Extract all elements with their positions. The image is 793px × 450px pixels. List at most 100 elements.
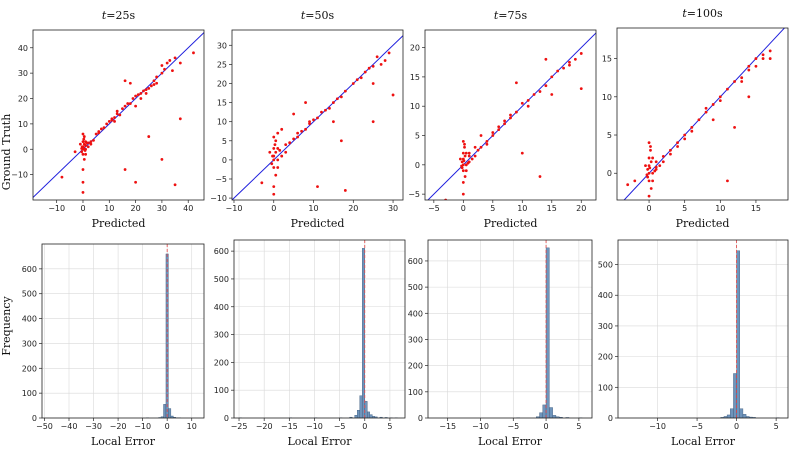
data-point: [296, 131, 300, 135]
y-tick-label: 300: [22, 339, 37, 348]
histogram-bar: [364, 401, 368, 418]
y-tick-label: 200: [22, 364, 37, 373]
data-point: [649, 160, 653, 164]
data-point: [509, 113, 512, 117]
x-tick-label: 30: [157, 204, 167, 213]
data-point: [461, 169, 465, 173]
data-point: [363, 70, 367, 74]
x-axis-label: Local Error: [671, 435, 736, 448]
data-point: [113, 116, 116, 119]
y-tick-label: 500: [408, 283, 423, 292]
data-point: [509, 116, 512, 120]
x-tick-label: 5: [576, 422, 581, 431]
panel-title: t=25s: [102, 9, 136, 22]
histogram-bar: [549, 407, 553, 418]
data-point: [514, 110, 518, 114]
data-point: [497, 125, 501, 129]
y-tick-label: 500: [598, 261, 613, 270]
data-point: [173, 183, 177, 187]
data-point: [107, 119, 111, 123]
data-point: [123, 168, 127, 171]
data-point: [461, 181, 465, 184]
data-point: [461, 139, 465, 143]
data-point: [139, 97, 143, 100]
x-tick-label: −5: [428, 204, 440, 213]
data-point: [538, 90, 542, 93]
plot-area: [33, 31, 204, 199]
x-tick-label: 10: [517, 204, 527, 213]
y-tick-label: 10: [217, 118, 227, 127]
x-tick-label: −30: [85, 422, 102, 431]
data-point: [160, 158, 164, 161]
y-tick-label: 400: [214, 303, 229, 312]
y-tick-label: 200: [408, 362, 423, 371]
data-point: [579, 52, 583, 55]
data-point: [82, 135, 86, 138]
data-point: [272, 158, 276, 162]
x-tick-label: −10: [306, 422, 323, 431]
histogram-bar: [163, 404, 167, 418]
data-point: [651, 156, 655, 160]
data-point: [276, 158, 280, 162]
x-tick-label: 20: [131, 204, 141, 213]
data-point: [651, 171, 655, 175]
data-point: [463, 142, 466, 146]
data-point: [272, 192, 276, 196]
x-tick-label: 0: [165, 422, 170, 431]
data-point: [288, 141, 292, 145]
x-tick-label: −10: [48, 204, 65, 213]
y-tick-label: 10: [602, 93, 612, 102]
data-point: [464, 163, 468, 167]
data-point: [485, 139, 489, 143]
data-point: [83, 149, 87, 152]
data-point: [544, 84, 548, 88]
data-point: [134, 94, 138, 98]
data-point: [669, 148, 672, 152]
data-point: [136, 93, 140, 97]
data-point: [152, 83, 156, 86]
data-point: [460, 164, 463, 168]
panel-title-value: =50s: [305, 9, 334, 22]
data-point: [78, 142, 82, 146]
data-point: [355, 78, 359, 82]
y-tick-label: 0: [415, 161, 420, 170]
data-point: [97, 131, 101, 135]
y-tick-label: 600: [214, 247, 229, 256]
data-point: [649, 145, 652, 148]
axes-frame: [32, 29, 205, 201]
plot-area: [427, 32, 596, 200]
data-point: [520, 151, 524, 155]
axes-frame: [231, 29, 404, 201]
histogram-bar: [739, 408, 744, 418]
data-point: [296, 135, 300, 139]
data-point: [644, 164, 647, 168]
y-tick-label: 400: [408, 309, 423, 318]
histogram-bar: [369, 414, 373, 418]
axes-frame: [233, 239, 406, 419]
data-point: [383, 59, 387, 62]
y-tick-label: 20: [410, 44, 420, 53]
y-tick-label: 5: [415, 132, 420, 141]
x-axis-label: Predicted: [291, 217, 345, 230]
data-point: [544, 57, 548, 61]
data-point: [272, 166, 276, 169]
x-tick-label: 0: [271, 204, 276, 213]
x-tick-label: 5: [490, 204, 495, 213]
axes-frame: [616, 27, 789, 201]
data-point: [387, 51, 391, 55]
data-point: [284, 143, 288, 147]
data-point: [272, 147, 276, 150]
x-tick-label: −15: [281, 422, 298, 431]
data-point: [704, 106, 708, 110]
panel-5: −50 −40 −30 −20 −10 0 100100200300400500600Loc…: [22, 243, 205, 448]
data-point: [754, 64, 758, 68]
data-point: [371, 64, 375, 68]
data-point: [81, 140, 85, 144]
y-tick-label: 300: [214, 331, 229, 340]
data-point: [391, 93, 395, 97]
data-point: [113, 119, 116, 123]
data-point: [479, 134, 483, 137]
data-point: [676, 141, 679, 145]
data-point: [276, 166, 280, 169]
